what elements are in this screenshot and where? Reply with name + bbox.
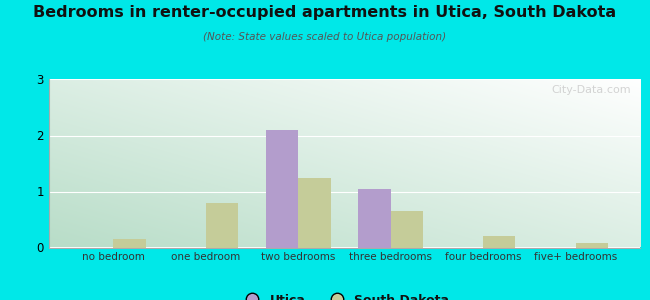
Text: Bedrooms in renter-occupied apartments in Utica, South Dakota: Bedrooms in renter-occupied apartments i… [33, 4, 617, 20]
Bar [575, 243, 608, 248]
Bar [206, 203, 238, 248]
Legend: Utica, South Dakota: Utica, South Dakota [235, 289, 454, 300]
Bar [114, 239, 146, 248]
Text: (Note: State values scaled to Utica population): (Note: State values scaled to Utica popu… [203, 32, 447, 41]
Bar [266, 130, 298, 248]
Bar [391, 211, 423, 248]
Bar [298, 178, 331, 248]
Bar [358, 189, 391, 247]
Bar [483, 236, 515, 247]
Text: City-Data.com: City-Data.com [552, 85, 631, 94]
